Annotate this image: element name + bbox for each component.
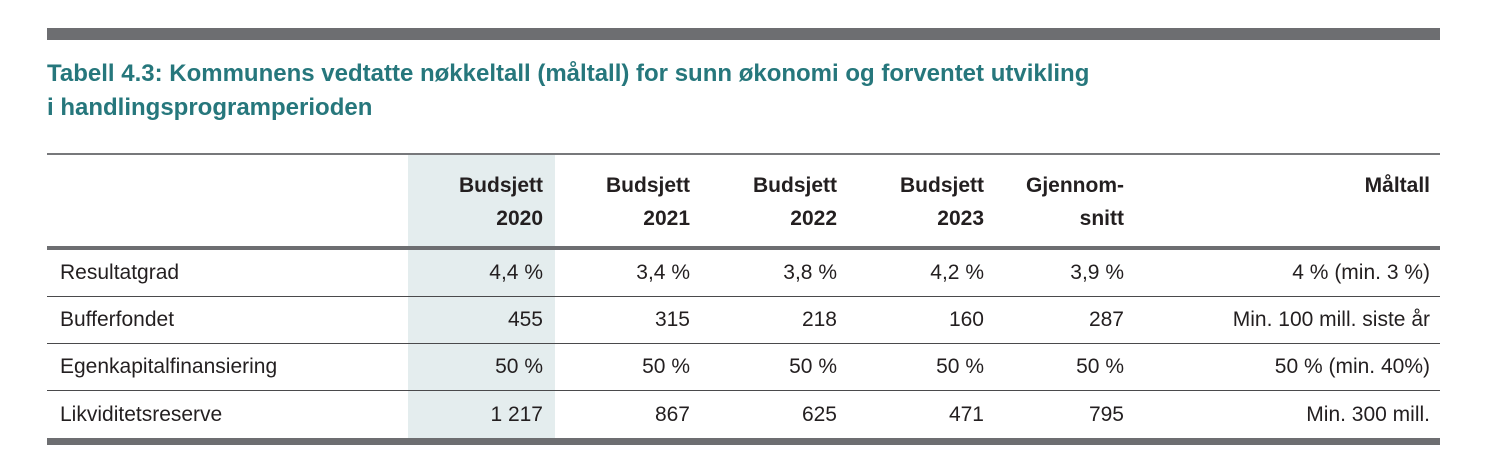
value-cell: 625	[801, 402, 837, 426]
top-divider-bar	[47, 28, 1440, 40]
value-cell: 4,2 %	[930, 261, 984, 284]
header-line	[60, 169, 408, 202]
header-line	[60, 202, 408, 235]
value-cell: 50 %	[408, 344, 555, 390]
value-cell: 287	[1088, 308, 1124, 331]
key-figures-table: Budsjett 2020 Budsjett 2021 Budsjett 202…	[47, 153, 1440, 445]
value-cell: 3,9 %	[1070, 261, 1124, 284]
header-line: 2023	[937, 207, 984, 230]
value-cell: 315	[654, 308, 690, 331]
target-cell: Min. 100 mill. siste år	[1232, 308, 1430, 331]
header-cell-budsjett-2023: Budsjett 2023	[849, 155, 996, 246]
header-line: 2022	[790, 207, 837, 230]
document-page: Tabell 4.3: Kommunens vedtatte nøkkeltal…	[47, 28, 1486, 445]
value-cell: 50 %	[642, 355, 690, 378]
header-line: Måltall	[1364, 174, 1430, 197]
value-cell: 50 %	[936, 355, 984, 378]
header-line: snitt	[1079, 207, 1124, 230]
header-line: Budsjett	[606, 174, 690, 197]
value-cell: 218	[801, 308, 837, 331]
table-row-egenkapitalfinansiering: Egenkapitalfinansiering 50 % 50 % 50 % 5…	[47, 344, 1440, 391]
table-row-likviditetsreserve: Likviditetsreserve 1 217 867 625 471 795…	[47, 391, 1440, 438]
header-cell-budsjett-2020: Budsjett 2020	[408, 155, 555, 246]
table-caption: Tabell 4.3: Kommunens vedtatte nøkkeltal…	[47, 57, 1486, 125]
header-cell-budsjett-2021: Budsjett 2021	[555, 155, 702, 246]
value-cell: 1 217	[408, 391, 555, 438]
value-cell: 471	[948, 402, 984, 426]
header-line: Gjennom-	[1026, 174, 1124, 197]
table-caption-line1: Tabell 4.3: Kommunens vedtatte nøkkeltal…	[47, 60, 1090, 87]
header-cell-budsjett-2022: Budsjett 2022	[702, 155, 849, 246]
value-cell: 3,8 %	[783, 261, 837, 284]
target-cell: 50 % (min. 40%)	[1274, 355, 1430, 378]
value-cell: 4,4 %	[408, 250, 555, 296]
header-line: Budsjett	[753, 174, 837, 197]
row-label: Egenkapitalfinansiering	[60, 355, 278, 378]
row-label: Likviditetsreserve	[60, 402, 223, 426]
target-cell: Min. 300 mill.	[1306, 402, 1430, 426]
value-cell: 50 %	[1076, 355, 1124, 378]
header-line: Budsjett	[459, 174, 543, 197]
value-cell: 50 %	[789, 355, 837, 378]
header-cell-gjennomsnitt: Gjennom- snitt	[996, 155, 1136, 246]
target-cell: 4 % (min. 3 %)	[1292, 261, 1430, 284]
table-caption-line2: i handlingsprogramperioden	[47, 94, 373, 121]
header-line: 2020	[496, 207, 543, 230]
row-label: Bufferfondet	[60, 308, 175, 331]
header-line	[1136, 202, 1430, 235]
table-header-row: Budsjett 2020 Budsjett 2021 Budsjett 202…	[47, 155, 1440, 250]
table-row-bufferfondet: Bufferfondet 455 315 218 160 287 Min. 10…	[47, 297, 1440, 344]
header-line: Budsjett	[900, 174, 984, 197]
row-label: Resultatgrad	[60, 261, 180, 284]
value-cell: 160	[948, 308, 984, 331]
value-cell: 455	[408, 297, 555, 343]
table-row-resultatgrad: Resultatgrad 4,4 % 3,4 % 3,8 % 4,2 % 3,9…	[47, 250, 1440, 297]
value-cell: 3,4 %	[636, 261, 690, 284]
header-cell-maltall: Måltall	[1136, 155, 1440, 246]
value-cell: 795	[1088, 402, 1124, 426]
value-cell: 867	[654, 402, 690, 426]
header-cell-empty	[47, 155, 408, 246]
header-line: 2021	[643, 207, 690, 230]
